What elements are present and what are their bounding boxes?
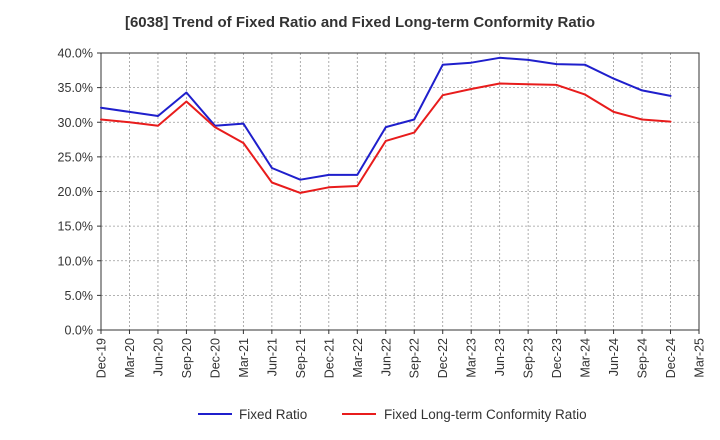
x-tick-label: Jun-23 [493,338,507,376]
plot-frame [100,52,700,331]
x-tick-label: Jun-21 [265,338,279,376]
x-tick-label: Mar-23 [465,338,479,378]
y-tick-label: 15.0% [58,220,93,234]
y-tick-label: 20.0% [58,185,93,199]
y-tick-label: 40.0% [58,47,93,61]
legend-label: Fixed Ratio [239,407,307,422]
legend-label: Fixed Long-term Conformity Ratio [384,407,587,422]
x-tick-label: Dec-20 [208,338,222,378]
x-tick-label: Dec-22 [436,338,450,378]
x-tick-label: Mar-24 [579,338,593,378]
y-tick-label: 0.0% [65,324,94,338]
y-tick-label: 25.0% [58,150,93,164]
x-tick-label: Dec-23 [550,338,564,378]
x-tick-label: Dec-19 [95,338,109,378]
legend: Fixed Ratio Fixed Long-term Conformity Ra… [198,407,587,422]
y-tick-label: 5.0% [65,289,94,303]
plot-area [101,53,699,330]
x-tick-label: Mar-22 [351,338,365,378]
series-lines [100,56,672,194]
x-tick-label: Mar-21 [237,338,251,378]
x-tick-label: Dec-24 [664,338,678,378]
x-tick-label: Sep-23 [522,338,536,378]
chart-title: [6038] Trend of Fixed Ratio and Fixed Lo… [124,14,596,31]
x-tick-label: Sep-21 [294,338,308,378]
y-tick-label: 35.0% [58,81,93,95]
x-tick-label: Sep-22 [408,338,422,378]
x-tick-label: Jun-22 [379,338,393,376]
grid [101,53,699,330]
x-tick-label: Sep-20 [180,338,194,378]
x-tick-label: Jun-20 [151,338,165,376]
x-tick-label: Jun-24 [607,338,621,376]
y-tick-label: 10.0% [58,254,93,268]
x-tick-label: Mar-20 [123,338,137,378]
x-tick-label: Sep-24 [636,338,650,378]
y-tick-label: 30.0% [58,116,93,130]
x-tick-label: Mar-25 [693,338,707,378]
axes: 0.0% 5.0% 10.0% 15.0% 20.0% 25.0% 30.0% 35.0% 40… [58,47,707,379]
x-tick-label: Dec-21 [322,338,336,378]
